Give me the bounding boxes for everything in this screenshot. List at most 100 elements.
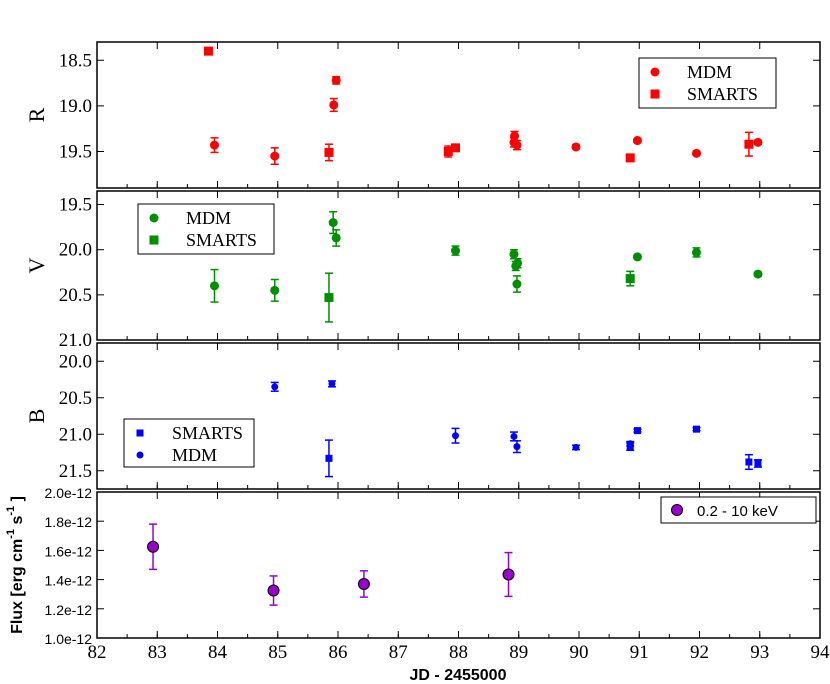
y-tick-label: 20.5: [59, 285, 92, 306]
data-point: [512, 279, 522, 289]
y-tick-label: 2.0e-12: [45, 485, 93, 501]
data-point: [625, 274, 635, 284]
data-point: [512, 140, 522, 150]
data-point: [331, 75, 341, 85]
data-point: [450, 246, 460, 256]
y-tick-label: 21.5: [59, 461, 92, 482]
data-point: [331, 233, 341, 243]
data-point: [450, 143, 460, 153]
y-tick-label: 1.0e-12: [45, 631, 93, 647]
data-point: [324, 293, 334, 303]
legend-marker: [650, 89, 660, 99]
y-tick-label: 1.8e-12: [45, 514, 93, 530]
x-tick-label: 84: [208, 642, 228, 663]
data-point: [513, 258, 523, 268]
y-tick-label: 20.0: [59, 240, 92, 261]
x-tick-label: 90: [570, 642, 589, 663]
data-point: [753, 269, 763, 279]
data-point: [754, 459, 762, 467]
x-tick-label: 94: [811, 642, 830, 663]
legend-marker: [650, 67, 660, 77]
data-point: [744, 139, 754, 149]
y-axis-label: R: [24, 107, 49, 122]
legend-label: 0.2 - 10 keV: [697, 503, 778, 520]
data-point: [572, 443, 580, 451]
data-point: [509, 249, 519, 259]
x-tick-label: 83: [148, 642, 167, 663]
legend-marker: [136, 429, 144, 437]
data-point: [510, 432, 518, 440]
x-tick-label: 92: [690, 642, 709, 663]
x-tick-label: 93: [750, 642, 769, 663]
data-point: [324, 147, 334, 157]
y-tick-label: 18.5: [59, 50, 92, 71]
legend-label: SMARTS: [687, 84, 758, 104]
legend-box: [660, 496, 817, 524]
data-point: [691, 247, 701, 257]
y-axis-label: Flux [erg cm-1 s-1 ]: [5, 496, 26, 634]
x-tick-label: 91: [630, 642, 649, 663]
data-point: [209, 140, 219, 150]
y-axis-label: V: [24, 257, 49, 273]
y-tick-label: 19.5: [59, 142, 92, 163]
x-tick-label: 86: [329, 642, 348, 663]
panel-x: 82 83 84 85 86 87 88 89 90 91 92 93 94 1.0e-12 1.2e-12…: [5, 485, 830, 663]
legend-marker: [149, 213, 159, 223]
legend-marker: [671, 504, 683, 516]
legend-marker: [136, 451, 144, 459]
data-point: [270, 151, 280, 161]
legend-box: [123, 418, 255, 468]
y-axis-label: B: [24, 409, 49, 424]
y-tick-label: 1.6e-12: [45, 543, 93, 559]
legend-box: [137, 203, 275, 255]
data-point: [329, 100, 339, 110]
y-tick-label: 20.0: [59, 351, 92, 372]
data-point: [270, 285, 280, 295]
data-point: [203, 46, 213, 56]
x-tick-label: 88: [449, 642, 468, 663]
legend-label: SMARTS: [186, 230, 257, 250]
x-tick-label: 82: [88, 642, 107, 663]
data-point: [626, 440, 634, 448]
legend-label: MDM: [687, 62, 732, 82]
y-tick-label: 1.4e-12: [45, 573, 93, 589]
data-point: [502, 568, 515, 581]
legend-label: MDM: [186, 208, 231, 228]
legend-box: [638, 57, 777, 109]
x-axis-label: JD - 2455000: [410, 667, 507, 684]
legend-label: SMARTS: [172, 423, 243, 443]
data-point: [625, 153, 635, 163]
data-point: [325, 454, 333, 462]
y-tick-label: 21.0: [59, 424, 92, 445]
data-point: [692, 425, 700, 433]
data-point: [632, 252, 642, 262]
legend-marker: [149, 235, 159, 245]
x-tick-label: 85: [268, 642, 287, 663]
y-tick-label: 21.0: [59, 330, 92, 351]
data-point: [745, 458, 753, 466]
data-point: [147, 540, 160, 553]
data-point: [691, 148, 701, 158]
data-point: [271, 383, 279, 391]
legend-label: MDM: [172, 445, 217, 465]
data-point: [632, 136, 642, 146]
data-point: [513, 443, 521, 451]
data-point: [328, 380, 336, 388]
data-point: [328, 218, 338, 228]
data-point: [357, 577, 370, 590]
data-point: [633, 427, 641, 435]
data-point: [571, 142, 581, 152]
y-tick-label: 1.2e-12: [45, 602, 93, 618]
data-point: [451, 432, 459, 440]
y-tick-label: 20.5: [59, 388, 92, 409]
data-point: [267, 584, 280, 597]
x-tick-label: 87: [389, 642, 408, 663]
x-tick-label: 89: [509, 642, 528, 663]
y-tick-label: 19.5: [59, 195, 92, 216]
data-point: [753, 137, 763, 147]
y-tick-label: 19.0: [59, 96, 92, 117]
